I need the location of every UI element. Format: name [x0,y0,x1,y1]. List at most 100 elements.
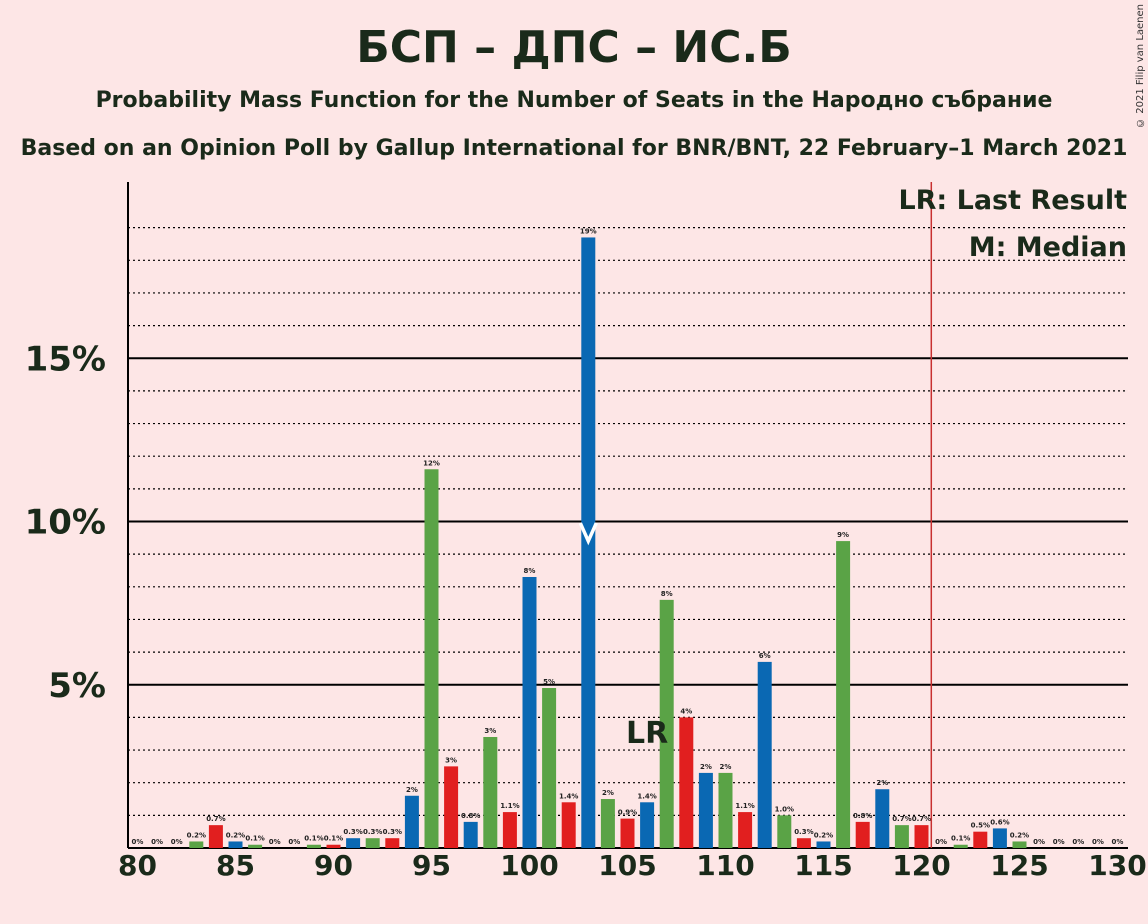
bar-seat-119 [894,825,909,848]
bar-seat-113 [777,815,792,848]
bar-seat-96 [444,766,459,848]
bar-seat-115 [816,841,831,848]
bar-label-seat-93: 0.3% [383,828,402,836]
bar-label-seat-106: 1.4% [637,792,656,800]
annotations: LR LR: Last Result M: Median [578,182,1127,848]
bar-label-seat-123: 0.5% [971,822,990,830]
bar-seat-107 [659,599,674,848]
bar-seat-112 [757,661,772,848]
x-tick-label-100: 100 [500,849,558,882]
bar-seat-98 [483,736,498,848]
bar-seat-111 [738,812,753,848]
bar-seat-85 [228,841,243,848]
bar-label-seat-91: 0.3% [343,828,362,836]
bar-seat-124 [992,828,1007,848]
bar-label-seat-83: 0.2% [187,831,206,839]
legend-last-result: LR: Last Result [898,185,1127,216]
bar-seat-91 [346,838,361,848]
bar-seat-110 [718,772,733,848]
bar-label-seat-125: 0.2% [1010,831,1029,839]
gridlines [128,227,1128,816]
bar-label-seat-108: 4% [680,707,692,715]
bar-label-seat-119: 0.7% [892,815,911,823]
bar-label-seat-113: 1.0% [775,805,794,813]
bar-label-seat-128: 0% [1072,838,1084,846]
x-tick-label-110: 110 [696,849,754,882]
bar-label-seat-92: 0.3% [363,828,382,836]
bar-seat-122 [953,844,968,848]
bar-label-seat-96: 3% [445,756,457,764]
bar-label-seat-84: 0.7% [206,815,225,823]
bar-label-seat-101: 5% [543,678,555,686]
bar-label-seat-111: 1.1% [735,802,754,810]
bar-label-seat-120: 0.7% [912,815,931,823]
bar-label-seat-80: 0% [132,838,144,846]
bar-label-seat-129: 0% [1092,838,1104,846]
bar-label-seat-85: 0.2% [226,831,245,839]
bar-seat-125 [1012,841,1027,848]
bar-label-seat-122: 0.1% [951,835,970,843]
bar-label-seat-86: 0.1% [245,835,264,843]
x-tick-label-120: 120 [892,849,950,882]
bar-labels: 0% 0% 0%0.2%0.7%0.2% 0.1% 0% 0% 0.1% 0.1%0.3% 0.… [132,227,1124,846]
bar-seat-84 [208,825,223,848]
bar-label-seat-98: 3% [484,727,496,735]
bar-seat-89 [306,844,321,848]
bar-seat-109 [698,772,713,848]
bar-label-seat-107: 8% [661,590,673,598]
bar-seat-116 [836,541,851,848]
bar-seat-90 [326,844,341,848]
x-tick-label-80: 80 [118,849,157,882]
bar-label-seat-126: 0% [1033,838,1045,846]
bar-label-seat-90: 0.1% [324,835,343,843]
bar-seat-117 [855,821,870,848]
bar-seat-101 [542,688,557,848]
bar-label-seat-81: 0% [151,838,163,846]
y-tick-label-10: 10% [25,503,106,543]
bar-seat-83 [189,841,204,848]
bar-label-seat-105: 0.9% [618,809,637,817]
chart-title: БСП – ДПС – ИС.Б [356,22,792,73]
chart-subtitle: Probability Mass Function for the Number… [95,88,1053,113]
y-tick-label-15: 15% [25,339,106,379]
bar-label-seat-103: 19% [580,227,597,235]
bar-seat-94 [404,795,419,848]
bar-label-seat-104: 2% [602,789,614,797]
bar-label-seat-115: 0.2% [814,831,833,839]
bar-label-seat-112: 6% [759,652,771,660]
bar-seat-104 [600,799,615,848]
bar-label-seat-114: 0.3% [794,828,813,836]
legend-median: M: Median [969,232,1127,263]
bar-seat-99 [502,812,517,848]
bar-label-seat-94: 2% [406,786,418,794]
bar-seat-102 [561,802,576,848]
bar-seat-100 [522,577,537,848]
bar-label-seat-100: 8% [524,567,536,575]
bar-seat-120 [914,825,929,848]
bar-seat-123 [973,831,988,848]
bar-seat-92 [365,838,380,848]
bar-seat-93 [385,838,400,848]
x-tick-label-125: 125 [990,849,1048,882]
bar-label-seat-87: 0% [269,838,281,846]
bar-label-seat-116: 9% [837,531,849,539]
x-tick-label-130: 130 [1088,849,1146,882]
x-tick-label-90: 90 [314,849,353,882]
median-marker [578,522,598,546]
bar-label-seat-97: 0.8% [461,812,480,820]
bar-label-seat-130: 0% [1112,838,1124,846]
bar-label-seat-121: 0% [935,838,947,846]
bar-label-seat-127: 0% [1053,838,1065,846]
bar-seat-106 [640,802,655,848]
x-tick-label-85: 85 [216,849,255,882]
bar-label-seat-95: 12% [423,459,440,467]
bar-label-seat-102: 1.4% [559,792,578,800]
bar-seat-108 [679,717,694,848]
tick-labels: 80 85 90 95 100 105 110 115 120 125 130 5% 10% 15% [25,339,1147,882]
x-tick-label-105: 105 [598,849,656,882]
bar-label-seat-99: 1.1% [500,802,519,810]
x-tick-label-115: 115 [794,849,852,882]
chart-source-line: Based on an Opinion Poll by Gallup Inter… [20,136,1128,161]
bar-seat-86 [248,844,263,848]
